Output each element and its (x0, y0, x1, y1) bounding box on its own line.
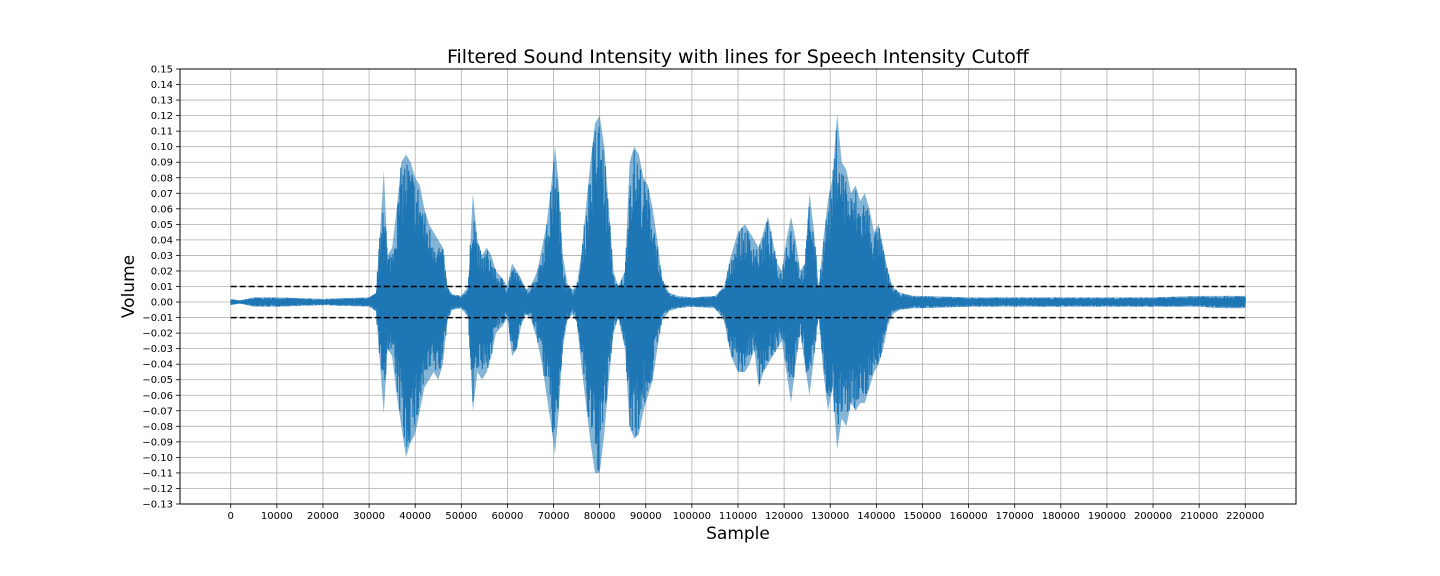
x-tick-label: 60000 (492, 511, 524, 522)
y-tick-label: 0.04 (151, 235, 173, 246)
x-tick-label: 40000 (399, 511, 431, 522)
x-tick-label: 10000 (261, 511, 293, 522)
x-tick-label: 90000 (630, 511, 662, 522)
y-tick-label: −0.12 (142, 484, 173, 495)
y-axis-label: Volume (119, 255, 139, 318)
y-tick-label: −0.02 (142, 329, 173, 340)
y-tick-label: 0.15 (151, 65, 173, 76)
y-tick-label: 0.00 (151, 298, 173, 309)
x-tick-label: 50000 (445, 511, 477, 522)
y-tick-label: −0.05 (142, 375, 173, 386)
cutoff-lines (230, 285, 1246, 319)
chart-title: Filtered Sound Intensity with lines for … (447, 46, 1030, 68)
x-tick-label: 150000 (903, 511, 941, 522)
x-tick-label: 130000 (811, 511, 849, 522)
x-tick-label: 140000 (857, 511, 895, 522)
x-tick-label: 160000 (949, 511, 987, 522)
y-tick-label: 0.13 (151, 96, 173, 107)
y-tick-label: 0.01 (151, 282, 173, 293)
waveform-series (230, 114, 1246, 473)
x-tick-label: 220000 (1226, 511, 1264, 522)
x-tick-label: 190000 (1088, 511, 1126, 522)
y-tick-label: −0.10 (142, 453, 173, 464)
y-tick-label: −0.03 (142, 344, 173, 355)
x-tick-label: 120000 (765, 511, 803, 522)
y-tick-label: −0.09 (142, 437, 173, 448)
y-tick-label: −0.06 (142, 391, 173, 402)
y-tick-label: 0.08 (151, 173, 173, 184)
x-tick-label: 100000 (673, 511, 711, 522)
y-tick-label: 0.02 (151, 266, 173, 277)
x-tick-label: 70000 (538, 511, 570, 522)
y-tick-label: −0.01 (142, 313, 173, 324)
y-tick-label: 0.10 (151, 142, 173, 153)
waveform-envelope (230, 114, 1246, 473)
y-tick-label: −0.13 (142, 500, 173, 511)
y-tick-label: 0.12 (151, 111, 173, 122)
y-tick-label: 0.05 (151, 220, 173, 231)
y-tick-label: 0.07 (151, 189, 173, 200)
x-tick-label: 200000 (1134, 511, 1172, 522)
x-tick-label: 80000 (584, 511, 616, 522)
y-tick-label: −0.08 (142, 422, 173, 433)
y-tick-label: 0.06 (151, 204, 173, 215)
x-axis-label: Sample (706, 524, 770, 544)
x-tick-label: 30000 (353, 511, 385, 522)
y-tick-label: 0.09 (151, 158, 173, 169)
x-tick-label: 180000 (1042, 511, 1080, 522)
y-tick-label: −0.07 (142, 406, 173, 417)
y-tick-label: 0.03 (151, 251, 173, 262)
x-tick-label: 170000 (996, 511, 1034, 522)
x-tick-label: 210000 (1180, 511, 1218, 522)
y-tick-label: 0.11 (151, 127, 173, 138)
x-tick-label: 0 (228, 511, 234, 522)
y-tick-label: 0.14 (151, 80, 173, 91)
y-tick-label: −0.11 (142, 468, 173, 479)
ticks: 0 10000 20000 30000 40000 50000 60000 70000 8000… (142, 65, 1264, 523)
y-tick-label: −0.04 (142, 360, 173, 371)
x-tick-label: 110000 (719, 511, 757, 522)
x-tick-label: 20000 (307, 511, 339, 522)
